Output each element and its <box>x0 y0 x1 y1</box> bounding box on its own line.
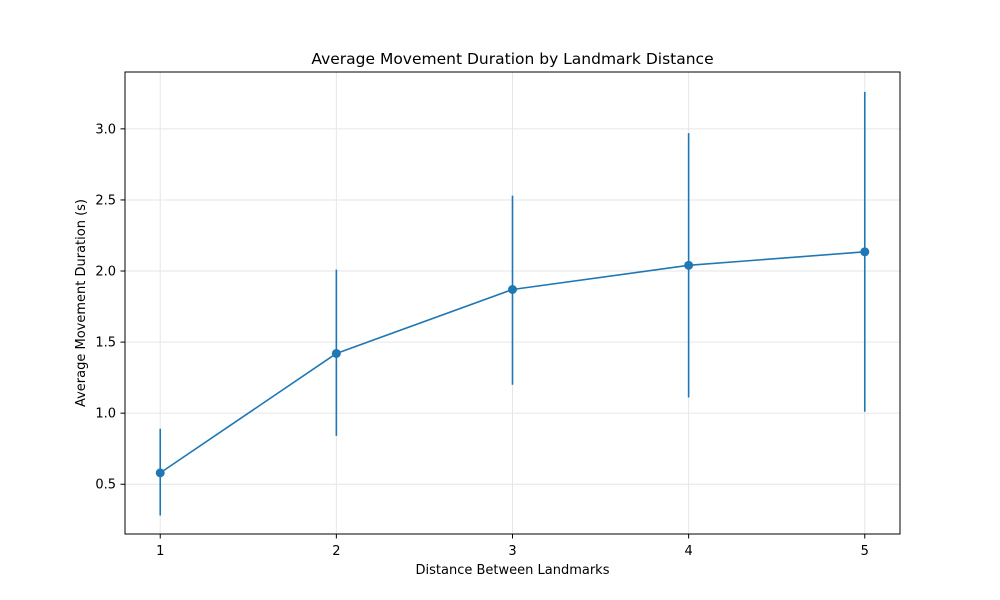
data-layer <box>155 91 870 516</box>
data-point <box>684 260 694 270</box>
x-tick-label: 1 <box>156 544 164 559</box>
y-tick-label: 2.5 <box>95 193 116 208</box>
x-tick-label: 3 <box>508 544 516 559</box>
x-tick-label: 5 <box>861 544 869 559</box>
y-tick-label: 0.5 <box>95 478 116 493</box>
data-point <box>155 468 165 478</box>
y-tick-label: 3.0 <box>95 122 116 137</box>
data-point <box>860 247 870 257</box>
chart-title: Average Movement Duration by Landmark Di… <box>311 50 713 68</box>
data-point <box>508 284 517 294</box>
data-point <box>331 348 341 358</box>
y-tick-label: 1.5 <box>95 336 116 351</box>
y-tick-label: 1.0 <box>95 407 116 422</box>
x-tick-label: 2 <box>332 544 340 559</box>
x-axis-title: Distance Between Landmarks <box>416 563 610 578</box>
tick-layer: 1 2 3 4 5 0.5 1.0 1.5 2.0 2.5 3.0 <box>95 122 869 559</box>
y-axis-title: Average Movement Duration (s) <box>74 199 89 407</box>
y-tick-label: 2.0 <box>95 265 116 280</box>
x-tick-label: 4 <box>684 544 692 559</box>
